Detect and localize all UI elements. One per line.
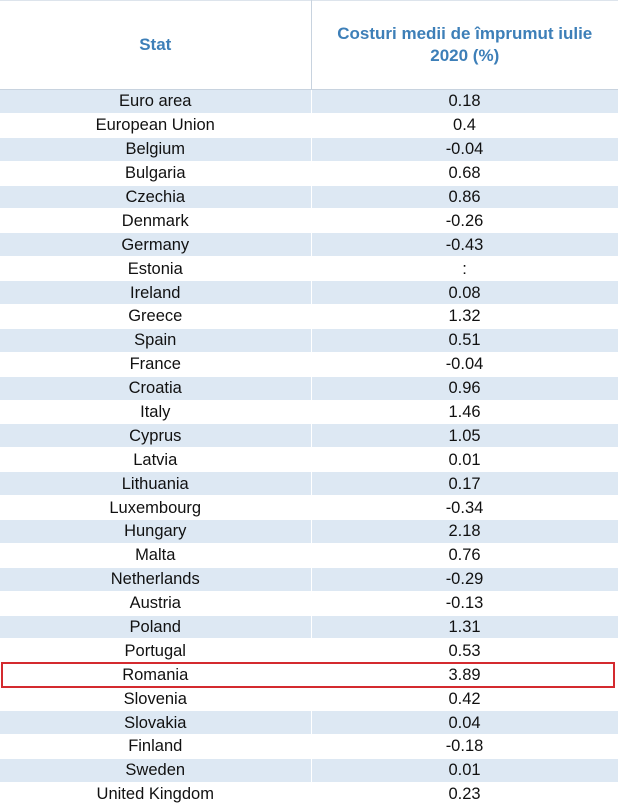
value-cell: -0.43 [311,232,618,258]
value-cell: -0.26 [311,208,618,234]
country-cell: United Kingdom [0,782,312,807]
table-row: Ireland 0.08 [0,280,618,306]
country-cell: Malta [0,543,312,568]
header-row: Stat Costuri medii de împrumut iulie 202… [0,0,618,90]
country-cell: Portugal [0,638,312,664]
table-row: Lithuania 0.17 [0,471,618,497]
country-cell: Czechia [0,185,312,210]
header-cost-text: Costuri medii de împrumut iulie 2020 (%) [337,24,593,65]
value-cell: 1.32 [311,304,618,329]
country-cell: Euro area [0,89,312,114]
country-cell: European Union [0,113,312,138]
table-row: Finland -0.18 [0,734,618,759]
table-row: Luxembourg -0.34 [0,495,618,521]
country-cell: Sweden [0,758,312,783]
country-cell: Lithuania [0,471,312,497]
country-cell: Finland [0,734,312,759]
table-row: Slovenia 0.42 [0,686,618,712]
country-cell: Estonia [0,256,312,282]
value-cell: 0.18 [311,89,618,114]
value-cell: 0.76 [311,543,618,568]
table-row: Euro area 0.18 [0,89,618,114]
table-row: Denmark -0.26 [0,208,618,234]
value-cell: 1.31 [311,615,618,640]
country-cell: Latvia [0,447,312,473]
table-row: Belgium -0.04 [0,137,618,162]
country-cell: Hungary [0,519,312,544]
value-cell: 0.04 [311,710,618,736]
table-row: Romania 3.89 [0,662,618,688]
country-cell: Italy [0,400,312,425]
country-cell: Romania [0,662,312,688]
country-cell: Croatia [0,376,312,401]
value-cell: 0.68 [311,161,618,186]
table-row: Latvia 0.01 [0,447,618,473]
table-row: Poland 1.31 [0,615,618,640]
value-cell: 0.17 [311,471,618,497]
value-cell: 2.18 [311,519,618,544]
value-cell: 0.23 [311,782,618,807]
value-cell: -0.13 [311,591,618,616]
country-cell: Belgium [0,137,312,162]
value-cell: 0.42 [311,686,618,712]
value-cell: 3.89 [311,662,618,688]
value-cell: 0.51 [311,328,618,353]
value-cell: -0.04 [311,352,618,377]
value-cell: -0.18 [311,734,618,759]
country-cell: Luxembourg [0,495,312,521]
table-row: Slovakia 0.04 [0,710,618,736]
country-cell: Netherlands [0,567,312,592]
value-cell: -0.34 [311,495,618,521]
table-row: Malta 0.76 [0,543,618,568]
value-cell: 0.01 [311,758,618,783]
value-cell: 1.46 [311,400,618,425]
table-row: Portugal 0.53 [0,638,618,664]
country-cell: Austria [0,591,312,616]
table-row: Italy 1.46 [0,400,618,425]
table-row: France -0.04 [0,352,618,377]
header-cost: Costuri medii de împrumut iulie 2020 (%) [311,0,618,90]
table-row: Netherlands -0.29 [0,567,618,592]
table-header: Stat Costuri medii de împrumut iulie 202… [0,0,618,90]
table-row: Greece 1.32 [0,304,618,329]
table-row: Cyprus 1.05 [0,423,618,449]
table-row: United Kingdom 0.23 [0,782,618,807]
header-country: Stat [0,0,312,90]
table-row: Czechia 0.86 [0,185,618,210]
value-cell: 0.01 [311,447,618,473]
value-cell: -0.04 [311,137,618,162]
country-cell: Germany [0,232,312,258]
country-cell: Ireland [0,280,312,306]
table-row: Spain 0.51 [0,328,618,353]
country-cell: France [0,352,312,377]
value-cell: 0.4 [311,113,618,138]
value-cell: 0.08 [311,280,618,306]
country-cell: Denmark [0,208,312,234]
table-body: Euro area 0.18 European Union 0.4 Belgium -0.… [0,89,618,807]
country-cell: Slovakia [0,710,312,736]
table-row: Sweden 0.01 [0,758,618,783]
table-row: Estonia: [0,256,618,282]
value-cell: 0.86 [311,185,618,210]
country-cell: Spain [0,328,312,353]
country-cell: Cyprus [0,423,312,449]
value-cell: : [311,256,618,282]
country-cell: Slovenia [0,686,312,712]
value-cell: 0.96 [311,376,618,401]
country-cell: Poland [0,615,312,640]
table-row: European Union 0.4 [0,113,618,138]
table-row: Bulgaria 0.68 [0,161,618,186]
value-cell: -0.29 [311,567,618,592]
value-cell: 0.53 [311,638,618,664]
country-cell: Bulgaria [0,161,312,186]
table-row: Croatia 0.96 [0,376,618,401]
country-cell: Greece [0,304,312,329]
value-cell: 1.05 [311,423,618,449]
table-row: Germany -0.43 [0,232,618,258]
table-row: Hungary 2.18 [0,519,618,544]
table-row: Austria -0.13 [0,591,618,616]
